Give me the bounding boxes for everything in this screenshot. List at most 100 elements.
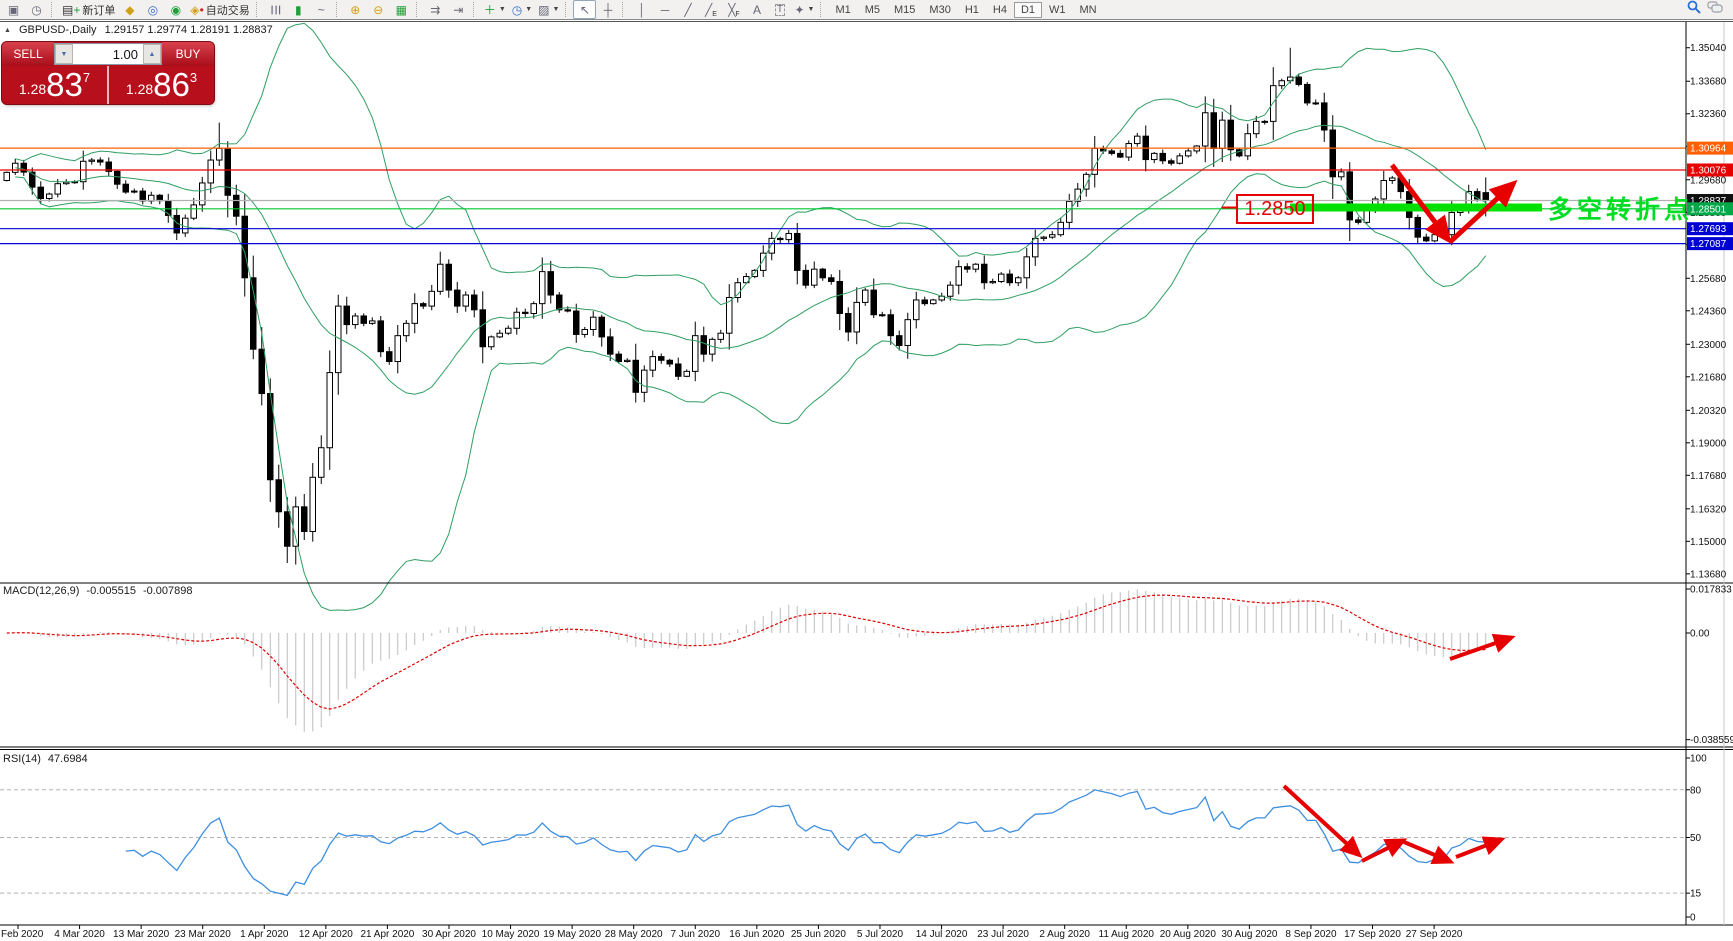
sell-price[interactable]: 1.28 83 7 [2,66,109,104]
candle-down [819,268,826,279]
svg-text:30 Aug 2020: 30 Aug 2020 [1221,929,1278,940]
svg-text:28 May 2020: 28 May 2020 [605,929,663,940]
timeframe-m5-button[interactable]: M5 [864,3,881,16]
candle-up [462,294,469,307]
timeframe-w1-button[interactable]: W1 [1049,3,1066,16]
candle-up [947,284,954,297]
timeframe-m1-button[interactable]: M1 [835,3,851,16]
svg-text:1.15000: 1.15000 [1690,537,1727,548]
bollinger-upper [15,22,1487,306]
indicators-button[interactable]: ＋ ▼ [481,0,509,19]
support-price-box[interactable]: 1.2850 [1236,194,1314,224]
line-chart-button[interactable]: ~ [310,0,333,19]
candle-down [233,194,240,217]
svg-text:7 Jun 2020: 7 Jun 2020 [671,929,721,940]
green-support-bar[interactable] [1290,203,1542,212]
text-tool-button[interactable]: A [745,0,768,19]
toolbar-right [1687,0,1731,19]
zoom-out-button[interactable]: ⊖ [367,0,390,19]
auto-scroll-button[interactable]: ⇉ [424,0,447,19]
auto-trading-button[interactable]: ◈• 自动交易 [187,0,252,19]
horizontal-line-tool-button[interactable]: ─ [653,0,676,19]
candle-up [411,303,418,324]
candle-up [539,271,546,305]
text-label-tool-button[interactable]: T [768,0,791,19]
svg-text:1.27693: 1.27693 [1690,224,1727,235]
cursor-tool-button[interactable]: ↖ [573,0,597,19]
timeframe-d1-button[interactable]: D1 [1013,1,1043,18]
chat-icon[interactable] [1707,0,1723,19]
candle-up [326,372,333,449]
trend-arrow-rsi[interactable] [1361,838,1408,863]
svg-text:19 May 2020: 19 May 2020 [543,929,601,940]
trend-arrow-rsi[interactable] [1282,784,1363,859]
trend-arrow-rsi[interactable] [1403,840,1455,864]
equidistant-channel-icon: ╱ [705,2,713,17]
candle-down [471,294,478,311]
new-chart-button[interactable]: ▣ [2,0,25,19]
history-center-button[interactable]: ◷ [25,0,48,19]
new-order-button[interactable]: ▤+ 新订单 [59,0,118,19]
svg-text:17 Sep 2020: 17 Sep 2020 [1344,929,1401,940]
toolbar-separator [415,2,421,17]
candle-down [666,359,673,365]
level-lines[interactable] [0,147,1686,245]
trend-arrow-main[interactable] [1390,163,1452,244]
vertical-line-tool-button[interactable]: │ [630,0,653,19]
candle-down [547,271,554,296]
candle-up [1040,236,1047,239]
crosshair-tool-button[interactable]: ┼ [596,0,619,19]
buy-button[interactable]: BUY [162,42,214,66]
volume-decrease-button[interactable]: ▼ [55,44,73,64]
search-icon[interactable] [1687,0,1701,19]
svg-text:21 Apr 2020: 21 Apr 2020 [360,929,414,940]
timeframe-mn-button[interactable]: MN [1079,3,1097,16]
candle-up [513,311,520,329]
candle-up [292,506,299,547]
fibonacci-tool-button[interactable]: ╳ F [722,0,745,19]
deposit-button[interactable]: ◆ [118,0,141,19]
bar-chart-button[interactable]: ☰ [264,0,287,19]
templates-button[interactable]: ▨ ▼ [535,0,562,19]
toolbar: ▣ ◷ ▤+ 新订单 ◆ ◎ ◉ ◈• 自动交易 ☰ ▮ ~ ⊕ ⊖ ▦ ⇉ ⇥… [0,0,1733,20]
candle-down [386,351,393,363]
trendline-tool-button[interactable]: ╱ [676,0,699,19]
toolbar-separator [820,2,825,17]
trend-arrow-main[interactable] [1448,179,1518,244]
sell-button[interactable]: SELL [2,42,54,66]
candle-up [972,263,979,270]
new-order-icon: ▤+ [62,2,81,17]
zoom-in-button[interactable]: ⊕ [344,0,367,19]
timeframe-h4-button[interactable]: H4 [992,3,1007,16]
drawn-annotations[interactable] [1222,163,1542,864]
candle-down [1108,150,1115,154]
toolbar-separator [565,2,570,17]
chart-shift-button[interactable]: ⇥ [447,0,470,19]
periods-button[interactable]: ◷ ▼ [509,0,535,19]
trend-arrow-macd[interactable] [1449,633,1516,661]
trend-arrow-rsi[interactable] [1455,836,1506,859]
candlestick-chart-button[interactable]: ▮ [287,0,310,19]
buy-price[interactable]: 1.28 86 3 [109,66,214,104]
toolbar-separator [335,2,341,17]
candle-down [598,316,605,338]
channel-tool-button[interactable]: ╱ E [699,0,722,19]
gold-ingot-icon: ◆ [125,2,135,17]
tile-windows-button[interactable]: ▦ [390,0,413,19]
volume-input[interactable] [73,44,143,64]
rsi-value: 47.6984 [47,753,88,765]
timeframe-h1-button[interactable]: H1 [964,3,979,16]
candle-down [1474,191,1481,200]
candle-up [369,320,376,324]
volume-increase-button[interactable]: ▲ [143,44,161,64]
timeframe-m30-button[interactable]: M30 [929,3,951,16]
svg-text:1.30964: 1.30964 [1690,144,1727,155]
price-label-1.30964 [1687,141,1733,155]
svg-text:1.28837: 1.28837 [1690,196,1727,207]
arrows-tool-button[interactable]: ✦ ▼ [791,0,817,19]
signals-button[interactable]: ◉ [164,0,187,19]
candle-up [734,282,741,298]
timeframe-m15-button[interactable]: M15 [894,3,916,16]
mobile-app-button[interactable]: ◎ [141,0,164,19]
note-text[interactable]: 多空转折点 [1548,196,1694,224]
